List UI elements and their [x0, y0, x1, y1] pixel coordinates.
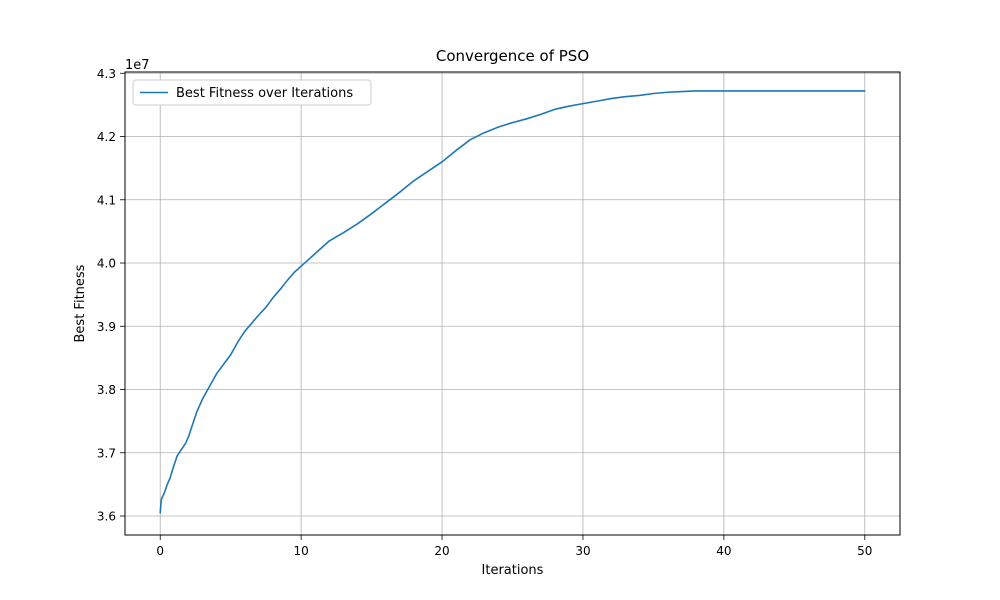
x-tick-label: 20	[434, 544, 449, 558]
y-tick-label: 3.9	[97, 320, 116, 334]
y-tick-label: 4.2	[97, 130, 116, 144]
y-tick-label: 4.1	[97, 193, 116, 207]
y-tick-label: 4.3	[97, 67, 116, 81]
x-tick-label: 50	[857, 544, 872, 558]
x-tick-label: 0	[156, 544, 164, 558]
series-layer	[159, 90, 866, 514]
y-axis-label: Best Fitness	[73, 264, 88, 342]
legend-box	[132, 79, 372, 106]
chart-title: Convergence of PSO	[436, 47, 589, 65]
legend: Best Fitness over Iterations	[132, 79, 372, 106]
y-tick-label: 3.6	[97, 510, 116, 524]
x-tick-label: 40	[716, 544, 731, 558]
y-tick-label: 3.8	[97, 383, 116, 397]
x-tick-label: 10	[293, 544, 308, 558]
legend-label: Best Fitness over Iterations	[176, 86, 353, 101]
y-tick-label: 4.0	[97, 257, 116, 271]
grid-lines	[125, 72, 900, 535]
axis-ticks: 0 10 20 30 40 50 3.6 3.7 3.8 3.9 4.0 4.1 4.2 4.3	[97, 67, 873, 558]
plot-frame	[124, 71, 901, 536]
y-tick-label: 3.7	[97, 446, 116, 460]
x-tick-label: 30	[575, 544, 590, 558]
x-axis-label: Iterations	[482, 563, 544, 578]
series-line-best-fitness	[159, 90, 866, 514]
y-axis-offset-label: 1e7	[125, 58, 150, 73]
